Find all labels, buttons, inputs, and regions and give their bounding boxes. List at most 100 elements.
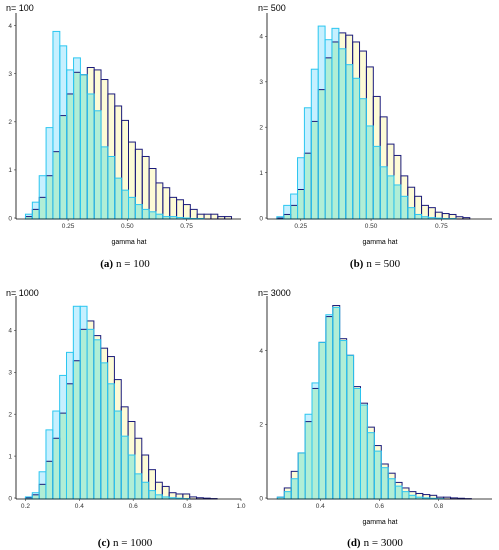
- y-tick-label: 1: [259, 170, 263, 177]
- y-tick-label: 1: [8, 453, 12, 460]
- series-1-excess-bar: [312, 382, 319, 389]
- series-2-excess-bar: [414, 196, 422, 215]
- overlap-bin-bar: [66, 383, 74, 499]
- series-2-excess-bar: [353, 386, 361, 389]
- y-tick-label: 3: [259, 79, 263, 86]
- y-tick-label: 4: [259, 348, 263, 355]
- x-tick-label: 0.6: [129, 503, 138, 510]
- series-2-excess-bar: [415, 493, 423, 498]
- series-2-excess-bar: [408, 491, 416, 496]
- series-1-excess-bar: [318, 26, 326, 90]
- caption-label: (a): [100, 258, 113, 270]
- series-2-excess-bar: [162, 486, 170, 497]
- panel-c: n= 1000 0 1 2 3 4 0.2 0.4 0.6 0.8 1.0 (c) n = 1000: [6, 288, 246, 549]
- series-2-excess-bar: [190, 209, 198, 219]
- overlap-bin-bar: [93, 339, 101, 499]
- overlap-bin-bar: [114, 178, 122, 219]
- series-2-excess-bar: [93, 335, 101, 340]
- overlap-bin-bar: [298, 452, 306, 499]
- overlap-bin-bar: [100, 362, 108, 499]
- series-2-excess-bar: [128, 142, 136, 198]
- series-2-excess-bar: [87, 320, 94, 330]
- panel-title: n= 500: [258, 3, 286, 13]
- series-2-excess-bar: [162, 187, 170, 217]
- series-1-excess-bar: [283, 205, 291, 215]
- caption-text: n = 3000: [364, 537, 404, 549]
- series-2-excess-bar: [360, 403, 368, 406]
- series-2-excess-bar: [400, 175, 408, 197]
- series-2-excess-bar: [393, 155, 401, 185]
- overlap-bin-bar: [73, 72, 81, 219]
- overlap-bin-bar: [141, 482, 149, 499]
- series-2-excess-bar: [443, 497, 451, 499]
- series-2-excess-bar: [422, 494, 430, 498]
- overlap-bin-bar: [346, 355, 354, 499]
- overlap-bin-bar: [380, 166, 388, 219]
- x-tick-label: 0.8: [183, 503, 192, 510]
- series-1-excess-bar: [25, 214, 33, 217]
- overlap-bin-bar: [421, 216, 429, 219]
- series-2-excess-bar: [345, 35, 353, 65]
- series-1-excess-bar: [305, 414, 312, 422]
- caption-text: n = 500: [366, 258, 400, 270]
- overlap-bin-bar: [415, 497, 423, 499]
- series-2-excess-bar: [176, 199, 184, 218]
- caption-label: (d): [347, 537, 361, 549]
- y-tick-label: 2: [8, 119, 12, 126]
- series-2-excess-bar: [428, 207, 436, 218]
- overlap-bin-bar: [80, 329, 88, 499]
- overlap-bin-bar: [366, 125, 374, 219]
- series-2-excess-bar: [100, 348, 108, 363]
- series-2-excess-bar: [366, 66, 374, 126]
- overlap-bin-bar: [353, 388, 361, 499]
- panel-title: n= 1000: [6, 288, 39, 298]
- overlap-bin-bar: [162, 496, 170, 499]
- overlap-bin-bar: [304, 153, 312, 219]
- series-2-excess-bar: [134, 438, 142, 474]
- series-2-excess-bar: [224, 216, 232, 219]
- series-1-excess-bar: [39, 471, 46, 485]
- overlap-bin-bar: [345, 64, 353, 219]
- overlap-bin-bar: [381, 467, 389, 499]
- overlap-bin-bar: [367, 432, 375, 499]
- overlap-bin-bar: [338, 48, 346, 219]
- overlap-bin-bar: [352, 78, 360, 219]
- overlap-bin-bar: [374, 451, 382, 499]
- overlap-bin-bar: [32, 494, 40, 499]
- x-tick-label: 0.50: [121, 223, 134, 230]
- x-tick-label: 0.75: [435, 223, 448, 230]
- series-2-excess-bar: [176, 493, 183, 499]
- overlap-bin-bar: [148, 490, 156, 499]
- overlap-bin-bar: [155, 494, 163, 499]
- series-2-excess-bar: [449, 214, 456, 219]
- caption-text: n = 1000: [113, 537, 153, 549]
- overlap-bin-bar: [87, 93, 95, 219]
- overlap-bin-bar: [283, 214, 291, 219]
- y-tick-label: 4: [8, 328, 12, 335]
- overlap-bin-bar: [332, 307, 340, 499]
- panel-d: n= 3000 0 2 4 0.4 0.6 0.8 gamma hat (d) n = 30…: [258, 288, 492, 549]
- overlap-bin-bar: [318, 89, 326, 219]
- overlap-bin-bar: [395, 486, 403, 499]
- series-2-excess-bar: [149, 168, 156, 212]
- overlap-bin-bar: [325, 316, 333, 499]
- x-tick-label: 0.4: [316, 503, 325, 510]
- overlap-bin-bar: [39, 197, 47, 219]
- series-2-excess-bar: [182, 493, 190, 499]
- series-2-excess-bar: [450, 497, 458, 499]
- overlap-bin-bar: [290, 205, 298, 219]
- overlap-bin-bar: [128, 455, 135, 499]
- overlap-bin-bar: [422, 497, 430, 499]
- overlap-bin-bar: [128, 197, 136, 219]
- overlap-bin-bar: [360, 405, 368, 499]
- y-tick-label: 3: [8, 71, 12, 78]
- series-2-excess-bar: [338, 32, 346, 49]
- series-2-excess-bar: [291, 471, 299, 479]
- series-1-excess-bar: [32, 202, 40, 210]
- x-tick-label: 0.50: [365, 223, 378, 230]
- x-tick-label: 0.8: [434, 503, 443, 510]
- series-2-excess-bar: [155, 182, 163, 215]
- x-tick-label: 0.4: [75, 503, 84, 510]
- series-2-excess-bar: [135, 149, 143, 205]
- series-1-excess-bar: [66, 352, 74, 384]
